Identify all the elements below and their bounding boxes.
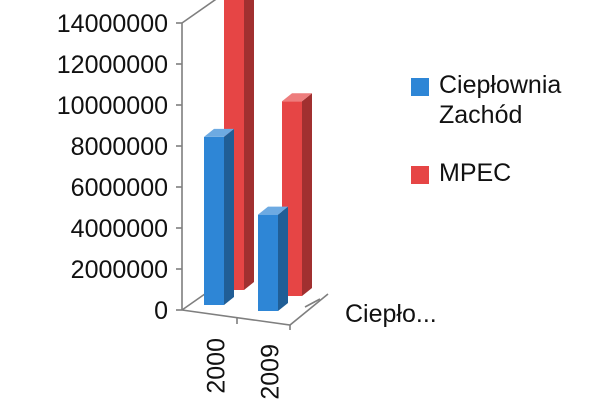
bar-side-face [244, 0, 254, 290]
depth-axis-tick [304, 298, 321, 308]
bar-cieplownia-2000 [204, 128, 234, 305]
x-tick-label: 2000 [203, 338, 231, 394]
floor-front-edge [181, 293, 329, 326]
x-tick-labels: 2000 2009 [203, 338, 285, 400]
y-tick-label: 12000000 [57, 51, 168, 79]
x-tick-label: 2009 [257, 344, 285, 400]
y-tick-label: 4000000 [71, 215, 168, 243]
legend-swatch [411, 166, 429, 184]
bar-top-face [282, 93, 312, 102]
bars [204, 0, 312, 311]
y-tick-label: 0 [154, 297, 168, 325]
y-tick-label: 14000000 [57, 10, 168, 38]
legend-item: MPEC [411, 159, 511, 187]
chart-axes [176, 0, 329, 330]
y-tick-labels: 0 2000000 4000000 6000000 8000000 10000000 120… [57, 10, 168, 325]
bar-top-face [204, 128, 234, 137]
y-tick-label: 6000000 [71, 174, 168, 202]
bar-front-face [204, 136, 224, 305]
bar-top-face [258, 206, 288, 215]
legend-label: Zachód [439, 101, 522, 129]
bar-cieplownia-2009 [258, 206, 288, 311]
bar-side-face [278, 206, 288, 311]
y-tick-label: 2000000 [71, 256, 168, 284]
legend-label: MPEC [439, 159, 511, 187]
legend-label: Ciepłownia [439, 71, 561, 99]
top-wall-edge [181, 0, 217, 24]
depth-axis-label: Ciepło... [345, 300, 437, 328]
legend-swatch [411, 78, 429, 96]
bar-side-face [302, 93, 312, 296]
bar-side-face [224, 128, 234, 305]
y-tick-label: 8000000 [71, 133, 168, 161]
y-tick-label: 10000000 [57, 92, 168, 120]
bar-front-face [258, 214, 278, 311]
